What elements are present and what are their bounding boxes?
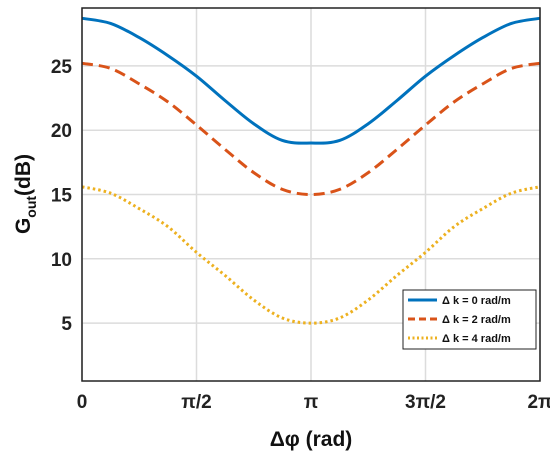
y-tick-label: 20 bbox=[51, 121, 72, 142]
y-axis-title: Gout(dB) bbox=[12, 154, 39, 234]
plot-frame bbox=[81, 7, 541, 382]
y-tick-label: 25 bbox=[51, 57, 73, 78]
x-tick-label: 2π bbox=[527, 392, 550, 413]
y-tick-label: 15 bbox=[51, 186, 73, 207]
y-axis-title-unit: (dB) bbox=[12, 154, 35, 196]
legend: Δ k = 0 rad/m Δ k = 2 rad/m Δ k = 4 rad/m bbox=[402, 289, 537, 350]
x-tick-label: 3π/2 bbox=[405, 392, 446, 413]
x-axis-title: Δφ (rad) bbox=[270, 428, 353, 451]
y-axis-title-main: G bbox=[12, 218, 35, 234]
legend-label-1: Δ k = 0 rad/m bbox=[442, 295, 511, 307]
y-tick-label: 10 bbox=[51, 250, 72, 271]
tick-labels: 0 π/2 π 3π/2 2π 5 10 15 20 25 bbox=[51, 57, 550, 413]
series-lines bbox=[81, 16, 541, 325]
y-axis-title-sub: out bbox=[23, 196, 39, 218]
series-line-1 bbox=[81, 16, 541, 145]
x-tick-label: π/2 bbox=[181, 392, 211, 413]
y-tick-label: 5 bbox=[61, 314, 72, 335]
legend-label-2: Δ k = 2 rad/m bbox=[442, 314, 511, 326]
series-line-2 bbox=[81, 61, 541, 196]
x-tick-label: 0 bbox=[77, 392, 88, 413]
series-line-3 bbox=[81, 185, 541, 325]
legend-label-3: Δ k = 4 rad/m bbox=[442, 333, 511, 345]
x-tick-label: π bbox=[304, 392, 319, 413]
